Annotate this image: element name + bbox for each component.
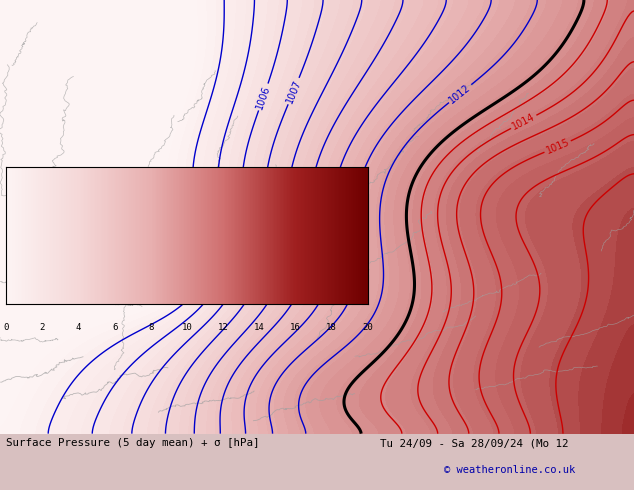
Text: Surface Pressure (5 day mean) + σ [hPa]: Surface Pressure (5 day mean) + σ [hPa] bbox=[6, 438, 260, 448]
Text: 6: 6 bbox=[112, 323, 117, 332]
Text: 4: 4 bbox=[76, 323, 81, 332]
Text: 16: 16 bbox=[290, 323, 301, 332]
Text: 8: 8 bbox=[148, 323, 153, 332]
Text: 1012: 1012 bbox=[448, 82, 473, 105]
Text: 14: 14 bbox=[254, 323, 264, 332]
Text: 2: 2 bbox=[40, 323, 45, 332]
Text: 1015: 1015 bbox=[545, 137, 571, 156]
Text: 1014: 1014 bbox=[510, 112, 537, 132]
Text: Tu 24/09 - Sa 28/09/24 (Mo 12: Tu 24/09 - Sa 28/09/24 (Mo 12 bbox=[380, 438, 569, 448]
Text: 18: 18 bbox=[327, 323, 337, 332]
Text: 1006: 1006 bbox=[255, 84, 272, 110]
Text: 1007: 1007 bbox=[284, 78, 303, 104]
Text: 10: 10 bbox=[182, 323, 192, 332]
Text: 0: 0 bbox=[4, 323, 9, 332]
Text: 12: 12 bbox=[218, 323, 228, 332]
Text: 20: 20 bbox=[363, 323, 373, 332]
Text: © weatheronline.co.uk: © weatheronline.co.uk bbox=[444, 465, 575, 475]
